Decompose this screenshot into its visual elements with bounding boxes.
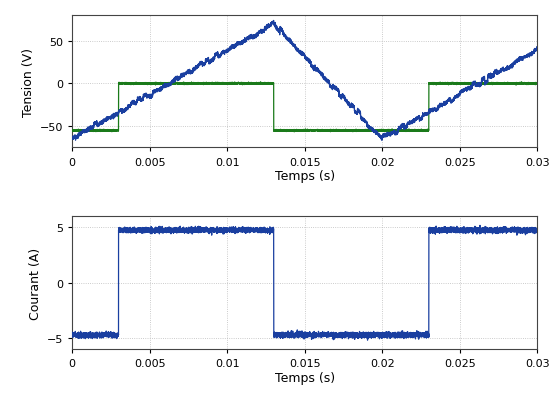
Y-axis label: Tension (V): Tension (V): [23, 48, 35, 117]
X-axis label: Temps (s): Temps (s): [275, 170, 335, 183]
X-axis label: Temps (s): Temps (s): [275, 371, 335, 384]
Y-axis label: Courant (A): Courant (A): [29, 247, 43, 319]
